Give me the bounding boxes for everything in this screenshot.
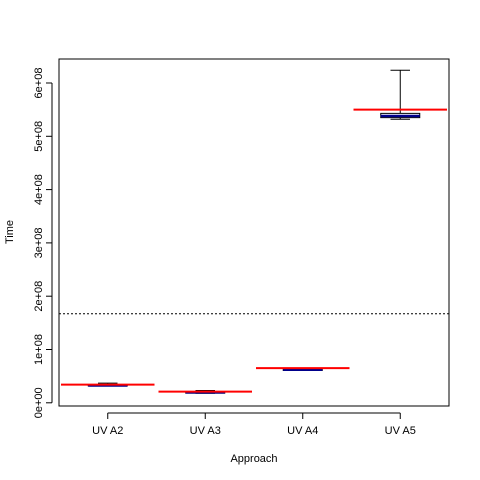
box-uv-a5	[380, 69, 421, 120]
y-tick-label: 2e+08	[33, 281, 45, 312]
x-tick-label: UV A5	[385, 425, 416, 437]
y-tick-label: 0e+00	[33, 387, 45, 418]
x-tick-label: UV A2	[92, 425, 123, 437]
y-tick-label: 4e+08	[33, 174, 45, 205]
y-tick-label: 5e+08	[33, 121, 45, 152]
y-tick-label: 6e+08	[33, 68, 45, 99]
plot-frame	[58, 58, 450, 407]
y-tick-label: 3e+08	[33, 227, 45, 258]
y-axis-label: Time	[4, 220, 16, 244]
x-tick-label: UV A4	[287, 425, 318, 437]
x-tick-label: UV A3	[190, 425, 221, 437]
x-axis-label: Approach	[230, 453, 277, 465]
boxes	[87, 69, 421, 394]
group-means	[61, 108, 447, 393]
y-tick-label: 1e+08	[33, 334, 45, 365]
x-axis: UV A2 UV A3 UV A4 UV A5	[92, 412, 416, 437]
y-axis: 0e+00 1e+08 2e+08 3e+08 4e+08 5e+08 6e+08	[33, 68, 53, 418]
